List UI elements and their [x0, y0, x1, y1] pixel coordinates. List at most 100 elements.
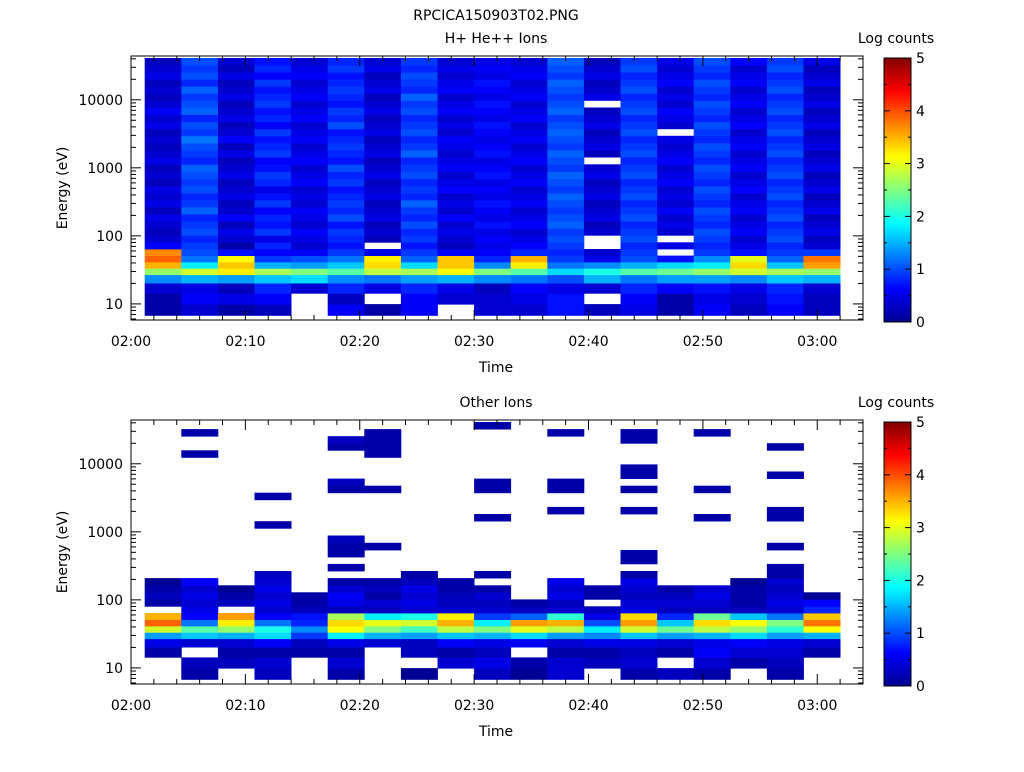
heatmap-cell: [217, 214, 255, 222]
heatmap-cell: [547, 207, 585, 215]
heatmap-cell: [327, 657, 365, 669]
heatmap-cell: [547, 592, 585, 600]
heatmap-cell: [254, 613, 292, 620]
heatmap-cell: [766, 199, 804, 208]
heatmap-cell: [583, 93, 621, 101]
heatmap-cell: [510, 221, 548, 229]
heatmap-cell: [364, 249, 402, 256]
heatmap-cell: [437, 262, 475, 269]
heatmap-cell: [327, 249, 365, 256]
heatmap-cell: [510, 293, 548, 305]
heatmap-cell: [474, 585, 512, 593]
x-tick-label: 02:20: [340, 334, 380, 350]
heatmap-cell: [510, 657, 548, 669]
heatmap-cell: [693, 592, 731, 600]
heatmap-cell: [657, 228, 695, 236]
colorbar-gradient: [883, 421, 912, 687]
heatmap-cell: [254, 100, 292, 108]
heatmap-cell: [474, 657, 512, 669]
heatmap-cell: [510, 150, 548, 158]
heatmap-cell: [217, 235, 255, 243]
heatmap-cell: [766, 638, 804, 648]
heatmap-cell: [693, 249, 731, 256]
heatmap-cell: [400, 157, 438, 165]
heatmap-cell: [144, 58, 182, 66]
heatmap-cell: [364, 613, 402, 620]
heatmap-cell: [583, 268, 621, 276]
heatmap-cell: [474, 514, 512, 522]
heatmap-cell: [437, 171, 475, 180]
heatmap-cell: [364, 619, 402, 627]
heatmap-cell: [291, 638, 329, 648]
heatmap-cell: [364, 199, 402, 208]
heatmap-cell: [547, 199, 585, 208]
heatmap-cell: [291, 242, 329, 250]
heatmap-cell: [327, 107, 365, 115]
heatmap-cell: [254, 128, 292, 137]
heatmap-cell: [400, 86, 438, 94]
colorbar-tick-label: 2: [916, 573, 925, 589]
heatmap-cell: [181, 578, 219, 586]
heatmap-cell: [327, 150, 365, 158]
heatmap-cell: [400, 647, 438, 658]
heatmap-cell: [364, 121, 402, 130]
heatmap-cell: [437, 107, 475, 115]
heatmap-cell: [730, 304, 768, 316]
colorbar: 0 1 2 3 4 5: [883, 51, 925, 331]
heatmap-cell: [474, 58, 512, 66]
heatmap-cell: [144, 193, 182, 201]
heatmap-cell: [400, 58, 438, 66]
heatmap-cell: [766, 86, 804, 94]
heatmap-cell: [693, 93, 731, 101]
heatmap-cell: [766, 626, 804, 633]
heatmap-cell: [327, 485, 365, 494]
heatmap-cell: [547, 668, 585, 680]
heatmap-cell: [474, 228, 512, 236]
heatmap-cell: [437, 657, 475, 669]
heatmap-cell: [510, 100, 548, 108]
heatmap-cell: [474, 121, 512, 130]
heatmap-cell: [400, 100, 438, 108]
heatmap-cell: [730, 647, 768, 658]
heatmap-cell: [327, 283, 365, 294]
heatmap-cell: [217, 72, 255, 80]
heatmap-cell: [730, 249, 768, 256]
x-tick-label: 02:30: [454, 334, 494, 350]
heatmap-cell: [803, 186, 841, 194]
heatmap-cell: [474, 283, 512, 294]
colorbar-tick-label: 2: [916, 209, 925, 225]
heatmap-cell: [620, 436, 658, 444]
heatmap-cell: [803, 164, 841, 172]
heatmap-cell: [657, 599, 695, 607]
heatmap-cell: [620, 668, 658, 680]
heatmap-cell: [327, 638, 365, 648]
heatmap-cell: [181, 193, 219, 201]
heatmap-cell: [583, 214, 621, 222]
heatmap-cell: [803, 599, 841, 607]
heatmap-cell: [181, 304, 219, 316]
heatmap-cell: [437, 249, 475, 256]
heatmap-cell: [547, 150, 585, 158]
heatmap-cell: [620, 464, 658, 472]
colorbar-tick-label: 0: [916, 315, 925, 331]
heatmap-cell: [144, 214, 182, 222]
heatmap-cell: [217, 221, 255, 229]
heatmap-cell: [437, 114, 475, 123]
heatmap-cell: [620, 214, 658, 222]
heatmap-cell: [730, 72, 768, 80]
heatmap-cell: [474, 478, 512, 487]
heatmap-cell: [547, 121, 585, 130]
heatmap-cell: [291, 647, 329, 658]
heatmap-cell: [803, 79, 841, 87]
heatmap-cell: [437, 606, 475, 614]
heatmap-cell: [400, 65, 438, 73]
heatmap-cell: [364, 164, 402, 172]
heatmap-cell: [144, 255, 182, 263]
heatmap-cell: [327, 274, 365, 284]
y-axis-label: Energy (eV): [55, 147, 71, 230]
heatmap-cell: [291, 65, 329, 73]
heatmap-cell: [657, 72, 695, 80]
heatmap-cell: [437, 613, 475, 620]
heatmap-cell: [144, 283, 182, 294]
heatmap-cell: [254, 107, 292, 115]
